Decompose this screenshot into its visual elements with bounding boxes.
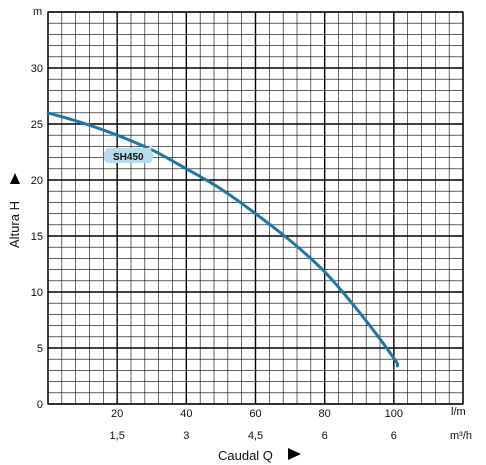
plot-frame (47, 11, 464, 405)
y-tick-label: 10 (31, 287, 43, 299)
x-unit-secondary-label: m³/h (450, 430, 472, 442)
x-unit-primary-label: l/m (451, 406, 466, 418)
x-axis-ticks: 20 40 60 80 100 (111, 408, 403, 420)
series-label-text: SH450 (113, 152, 144, 163)
y-axis-arrow-icon (10, 173, 20, 184)
x-axis-arrow-icon (288, 448, 301, 460)
x-tick-label: 60 (249, 408, 261, 420)
x-secondary-tick-label: 4,5 (248, 430, 263, 442)
y-tick-label: 25 (31, 119, 43, 131)
y-unit-label: m (33, 6, 42, 18)
x-tick-label: 80 (319, 408, 331, 420)
y-tick-label: 30 (31, 63, 43, 75)
x-axis-title: Caudal Q (218, 448, 273, 463)
y-tick-label: 15 (31, 231, 43, 243)
y-axis-title: Altura H (7, 201, 22, 248)
y-tick-label: 5 (37, 343, 43, 355)
y-axis-title-group: Altura H (7, 173, 22, 248)
x-secondary-tick-label: 6 (391, 430, 397, 442)
y-axis-ticks: 0 5 10 15 20 25 30 (31, 63, 43, 411)
x-secondary-tick-label: 1,5 (110, 430, 125, 442)
series-line-sh450 (46, 111, 400, 368)
chart-grid (47, 11, 464, 405)
x-secondary-tick-label: 6 (322, 430, 328, 442)
x-tick-label: 40 (180, 408, 192, 420)
y-tick-label: 0 (37, 399, 43, 411)
y-tick-label: 20 (31, 175, 43, 187)
series-label-sh450: SH450 (103, 144, 154, 163)
x-tick-label: 100 (385, 408, 403, 420)
x-tick-label: 20 (111, 408, 123, 420)
x-secondary-axis-ticks: 1,5 3 4,5 6 6 (110, 430, 397, 442)
series-label-badge (103, 144, 154, 163)
x-secondary-tick-label: 3 (183, 430, 189, 442)
